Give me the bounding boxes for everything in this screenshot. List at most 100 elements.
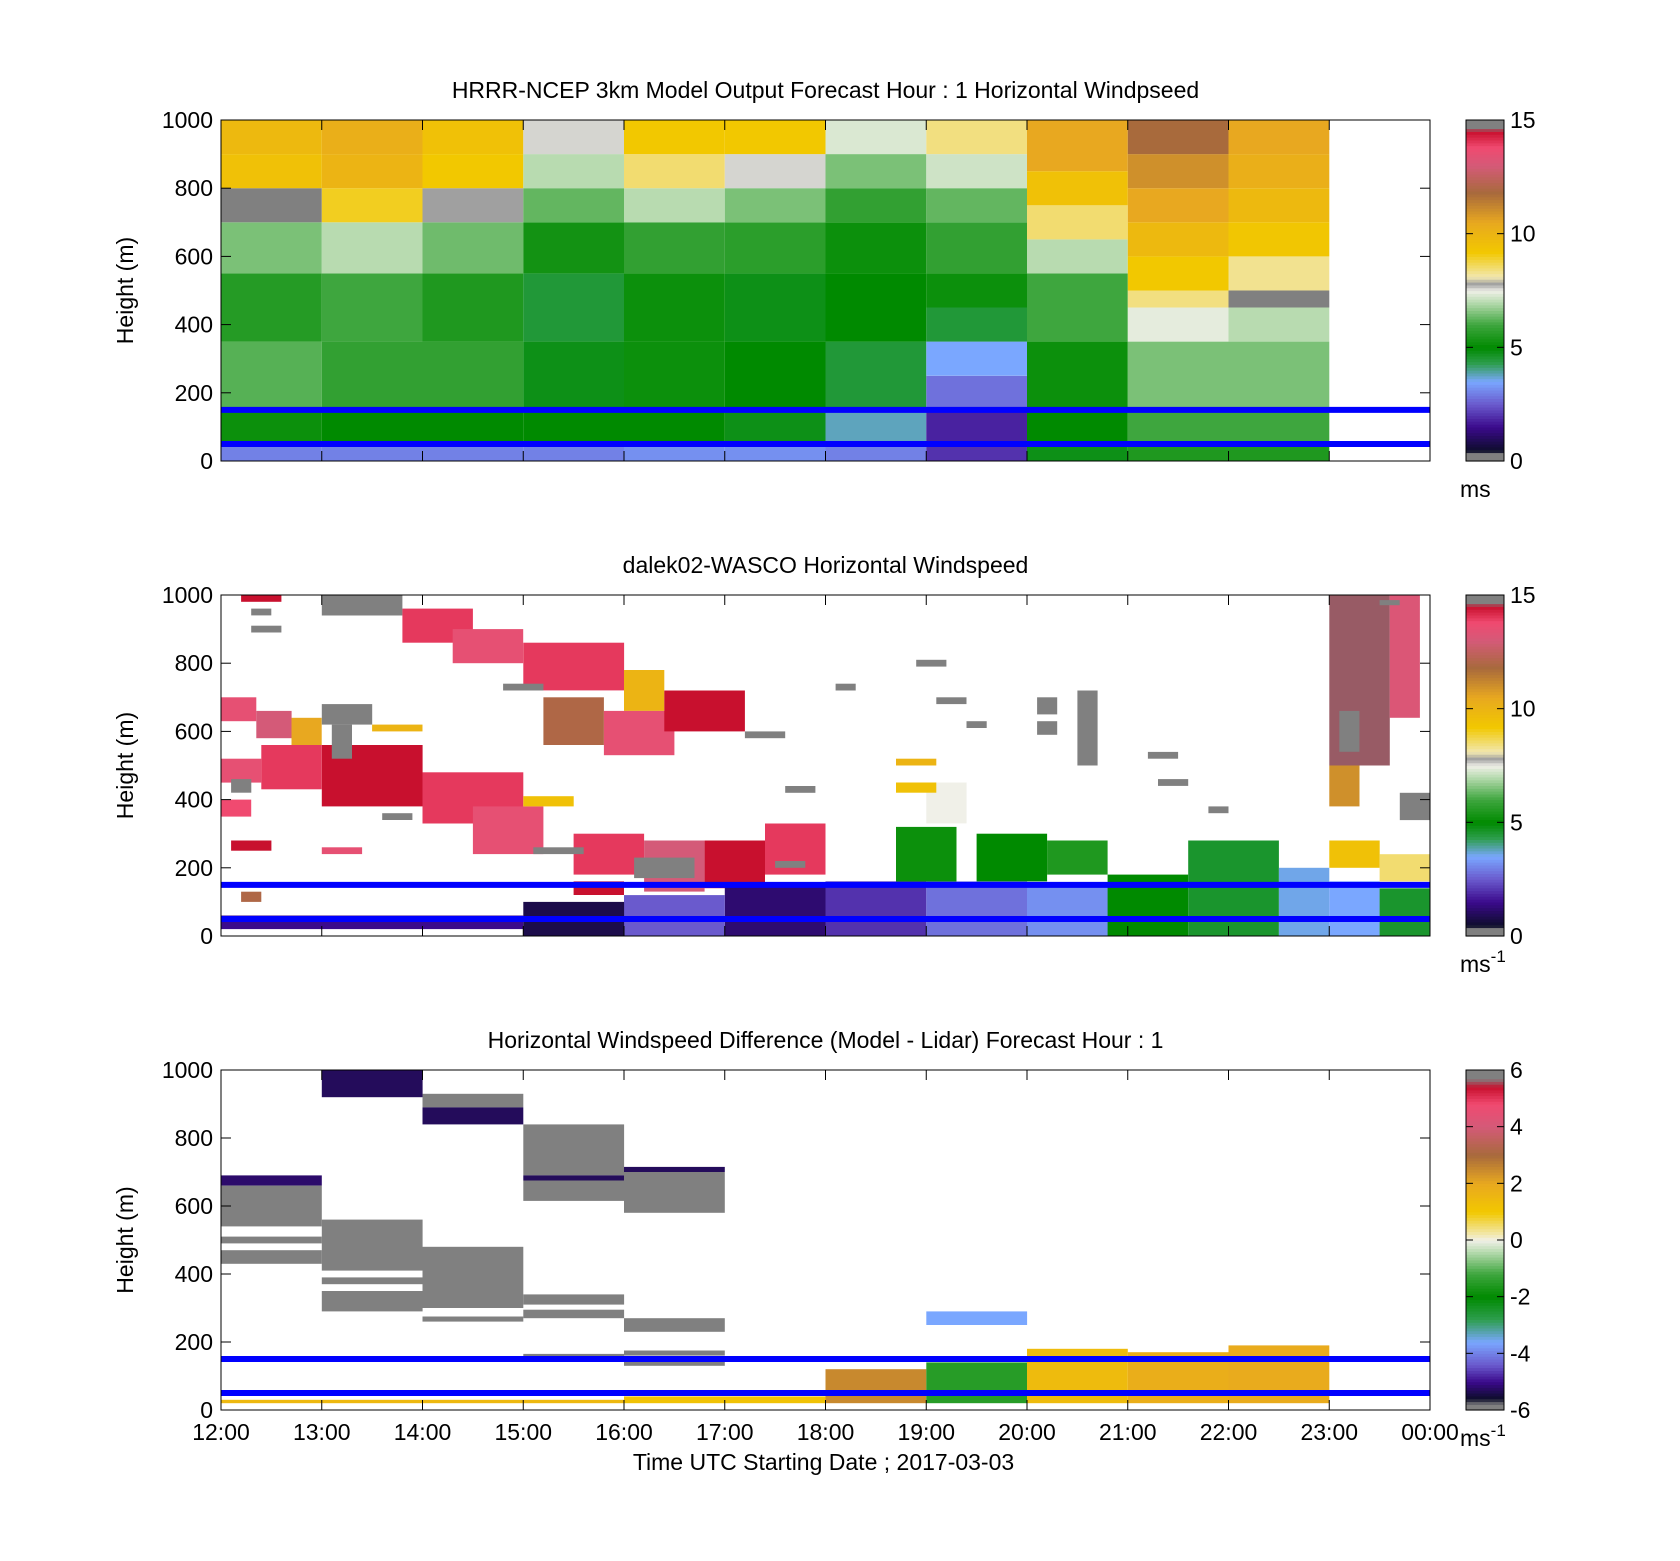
colorbar-tick-label: 15 [1510, 582, 1536, 608]
colorbar-segment [1466, 196, 1504, 201]
colorbar-segment [1466, 904, 1504, 909]
colorbar-segment [1466, 668, 1504, 673]
colorbar-segment [1466, 443, 1504, 448]
colorbar-segment [1466, 864, 1504, 869]
heatmap-cell [1228, 307, 1330, 342]
heatmap-cell [523, 341, 625, 410]
colorbar-segment [1466, 882, 1504, 886]
colorbar-segment [1466, 358, 1504, 363]
colorbar-segment [1466, 674, 1504, 679]
heatmap-cell [1027, 120, 1128, 172]
colorbar-segment [1466, 1223, 1504, 1227]
heatmap-cell [1329, 595, 1390, 766]
colorbar-tick-label: 0 [1510, 923, 1523, 949]
colorbar-segment [1466, 324, 1504, 329]
x-tick-label: 20:00 [998, 1419, 1056, 1445]
colorbar-unit: ms [1460, 476, 1491, 502]
colorbar-segment [1466, 1401, 1504, 1405]
heatmap-cell [624, 1360, 725, 1366]
colorbar-segment [1466, 446, 1504, 451]
colorbar-segment [1466, 1395, 1504, 1400]
colorbar-unit-exponent: -1 [1491, 947, 1506, 966]
colorbar-segment [1466, 1245, 1504, 1250]
colorbar-segment [1466, 629, 1504, 633]
colorbar-segment [1466, 799, 1504, 804]
colorbar-segment [1466, 202, 1504, 206]
colorbar-segment [1466, 259, 1504, 263]
colorbar-segment [1466, 1271, 1504, 1275]
colorbar-segment [1466, 134, 1504, 138]
colorbar-segment [1466, 774, 1504, 778]
heatmap-cell [825, 273, 927, 342]
heatmap-cell [523, 222, 625, 274]
colorbar-segment [1466, 1208, 1504, 1213]
colorbar-segment [1466, 392, 1504, 397]
heatmap-cell [523, 1294, 625, 1305]
heatmap-cell [1027, 205, 1128, 240]
colorbar-frame [1465, 594, 1505, 937]
colorbar-segment [1466, 1344, 1504, 1349]
colorbar-segment [1466, 1285, 1504, 1289]
x-tick-label: 12:00 [192, 1419, 250, 1445]
colorbar-segment [1466, 748, 1504, 752]
y-axis-label: Height (m) [112, 237, 138, 344]
colorbar-segment [1466, 924, 1504, 929]
colorbar-segment [1466, 452, 1504, 456]
colorbar-segment [1466, 691, 1504, 696]
missing-data-cell [775, 861, 806, 868]
y-tick-label: 600 [175, 718, 213, 744]
missing-data-cell [503, 683, 544, 691]
colorbar-segment [1466, 1404, 1504, 1408]
colorbar-segment [1466, 717, 1504, 721]
colorbar-segment [1466, 720, 1504, 724]
colorbar-segment [1466, 154, 1504, 158]
colorbar-segment [1466, 239, 1504, 243]
panel-title: dalek02-WASCO Horizontal Windspeed [623, 552, 1029, 578]
colorbar-segment [1466, 1282, 1504, 1286]
y-tick-label: 600 [175, 243, 213, 269]
heatmap-cell [744, 731, 786, 739]
heatmap-cell [926, 188, 1028, 223]
heatmap-cell [624, 409, 725, 444]
colorbar-segment [1466, 859, 1504, 863]
heatmap-cell [1027, 443, 1128, 461]
heatmap-cell [321, 273, 423, 342]
colorbar-segment [1466, 1234, 1504, 1238]
heatmap-cell [422, 154, 524, 189]
colorbar-segment [1466, 765, 1504, 769]
colorbar-segment [1466, 1189, 1504, 1193]
missing-data-cell [936, 697, 967, 705]
colorbar-segment [1466, 1407, 1504, 1411]
heatmap-cell [321, 341, 423, 410]
colorbar-segment [1466, 1384, 1504, 1388]
heatmap-cell [291, 717, 322, 746]
colorbar-segment [1466, 1095, 1504, 1099]
heatmap-cell [523, 188, 625, 223]
missing-data-cell [231, 779, 252, 793]
colorbar-segment [1466, 1112, 1504, 1116]
heatmap-cell [624, 1166, 725, 1172]
heatmap-cell [704, 840, 765, 889]
colorbar-segment [1466, 1135, 1504, 1139]
heatmap-cell [321, 704, 373, 725]
colorbar-segment [1466, 338, 1504, 343]
heatmap-cell [896, 758, 937, 766]
colorbar-segment [1466, 179, 1504, 184]
colorbar-segment [1466, 1081, 1504, 1085]
heatmap-cell [321, 1070, 423, 1098]
colorbar-segment [1466, 1217, 1504, 1221]
colorbar-segment [1466, 1398, 1504, 1403]
colorbar-segment [1466, 387, 1504, 391]
colorbar-segment [1466, 725, 1504, 730]
colorbar-segment [1466, 1296, 1504, 1301]
colorbar-segment [1466, 370, 1504, 374]
colorbar-segment [1466, 276, 1504, 280]
colorbar-segment [1466, 213, 1504, 218]
heatmap-cell [1127, 154, 1229, 189]
heatmap-cell [825, 1369, 927, 1404]
heatmap-cell [321, 1277, 423, 1285]
heatmap-cell [926, 154, 1028, 189]
y-tick-label: 0 [200, 448, 213, 474]
colorbar-segment [1466, 822, 1504, 826]
colorbar-segment [1466, 867, 1504, 872]
